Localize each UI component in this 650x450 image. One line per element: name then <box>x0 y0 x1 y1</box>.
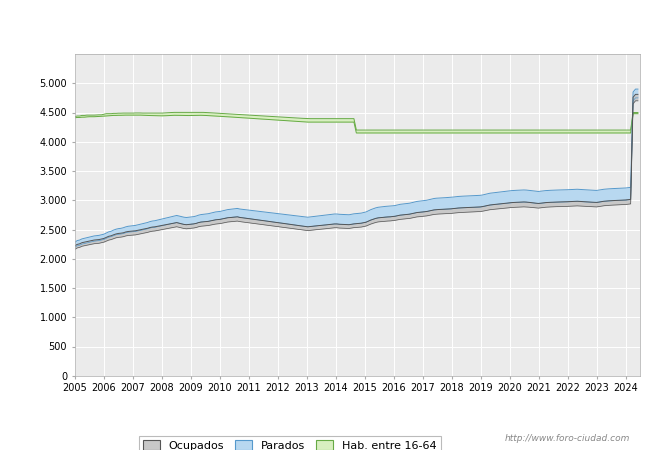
Text: http://www.foro-ciudad.com: http://www.foro-ciudad.com <box>505 434 630 443</box>
Legend: Ocupados, Parados, Hab. entre 16-64: Ocupados, Parados, Hab. entre 16-64 <box>138 436 441 450</box>
Text: Sallent - Evolucion de la poblacion en edad de Trabajar Mayo de 2024: Sallent - Evolucion de la poblacion en e… <box>64 17 586 30</box>
